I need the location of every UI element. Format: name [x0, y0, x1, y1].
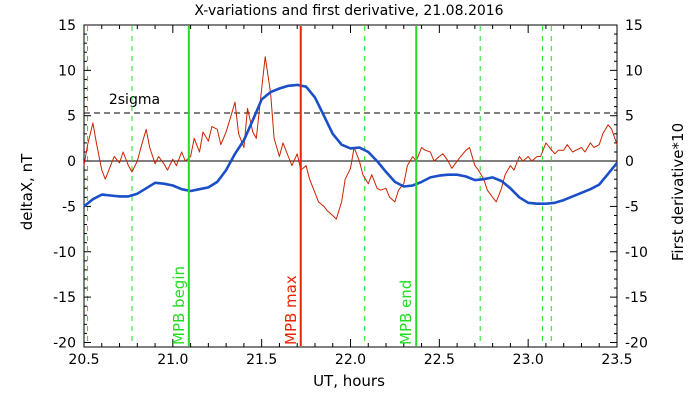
x-tick-label: 21.0	[157, 352, 188, 368]
y-tick-label-left: -10	[53, 245, 76, 261]
x-axis-label: UT, hours	[313, 372, 385, 390]
y-tick-label-left: -5	[62, 199, 76, 215]
y-tick-label-right: -20	[625, 335, 648, 351]
y-tick-label-right: 0	[625, 154, 634, 170]
y-tick-label-right: 5	[625, 109, 634, 125]
x-tick-label: 21.5	[246, 352, 277, 368]
y-tick-label-left: 0	[67, 154, 76, 170]
derivative-series-line	[83, 56, 618, 220]
y-tick-label-left: -20	[53, 335, 76, 351]
marker-label: MPB max	[282, 275, 300, 345]
y-axis-label-left: deltaX, nT	[18, 153, 36, 230]
marker-label: MPB begin	[170, 266, 188, 345]
y-tick-label-right: -5	[625, 199, 639, 215]
x-tick-label: 23.5	[601, 352, 632, 368]
sigma-label: 2sigma	[109, 92, 160, 108]
chart-title: X-variations and first derivative, 21.08…	[194, 3, 503, 19]
x-tick-label: 22.5	[424, 352, 455, 368]
x-tick-label: 23.0	[513, 352, 544, 368]
x-tick-label: 20.5	[68, 352, 99, 368]
marker-label: MPB end	[397, 280, 415, 345]
y-tick-label-left: 5	[67, 109, 76, 125]
y-tick-label-right: 15	[625, 18, 643, 34]
y-axis-label-right: First derivative*10	[669, 123, 687, 261]
plot-frame	[83, 24, 618, 348]
y-tick-label-left: 15	[58, 18, 76, 34]
y-tick-label-right: -15	[625, 290, 648, 306]
y-tick-label-left: -15	[53, 290, 76, 306]
y-tick-label-right: -10	[625, 245, 648, 261]
x-tick-label: 22.0	[335, 352, 366, 368]
y-tick-label-left: 10	[58, 63, 76, 79]
deltax-series-line	[83, 83, 619, 208]
y-tick-label-right: 10	[625, 63, 643, 79]
